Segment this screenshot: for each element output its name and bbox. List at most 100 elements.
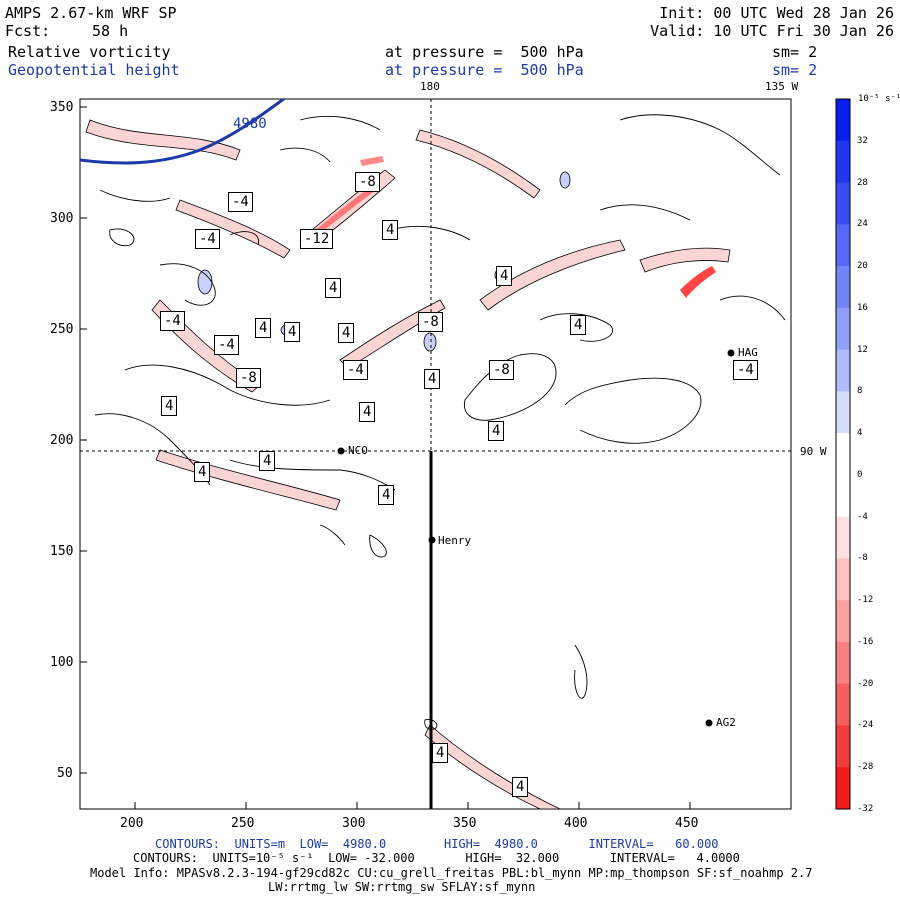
- vorticity-contour-label: 4: [496, 266, 513, 286]
- colorbar-swatch: [836, 767, 850, 810]
- vorticity-contour-label: 4: [359, 402, 376, 422]
- top-label-135w: 135 W: [765, 80, 799, 93]
- vorticity-contour-label: -8: [418, 312, 443, 332]
- model-title: AMPS 2.67-km WRF SP: [5, 4, 177, 22]
- colorbar-label: 32: [857, 135, 868, 146]
- station-hag-label: HAG: [738, 346, 758, 359]
- colorbar-swatch: [836, 683, 850, 726]
- colorbar-label: -8: [857, 553, 868, 564]
- y-tick: 200: [50, 433, 74, 448]
- y-tick: 100: [50, 655, 74, 670]
- vorticity-contour-label: 4: [259, 451, 276, 471]
- colorbar-label: -20: [857, 678, 874, 689]
- colorbar-label: 28: [857, 177, 868, 188]
- colorbar-label: -4: [857, 511, 868, 522]
- y-tick: 50: [57, 766, 73, 781]
- footer-height-contours: CONTOURS: UNITS=m LOW= 4980.0 HIGH= 4980…: [155, 837, 719, 851]
- colorbar-label: 8: [857, 386, 863, 397]
- vorticity-contour-label: 4: [325, 278, 342, 298]
- vorticity-contour-label: 4: [432, 743, 449, 763]
- colorbar-label: -12: [857, 595, 874, 606]
- axis-ticks: [80, 106, 691, 809]
- y-tick: 300: [50, 211, 74, 226]
- station-henry-marker: [428, 536, 436, 544]
- vorticity-contour-label: -4: [343, 360, 368, 380]
- x-tick: 200: [120, 816, 144, 831]
- x-tick: 450: [675, 816, 699, 831]
- colorbar-swatch: [836, 140, 850, 184]
- vorticity-contour-label: -4: [214, 335, 239, 355]
- y-tick: 150: [50, 544, 74, 559]
- colorbar-label: 4: [857, 428, 863, 439]
- init-time: Init: 00 UTC Wed 28 Jan 26: [659, 4, 894, 22]
- colorbar-label: -16: [857, 636, 874, 647]
- colorbar-swatch: [836, 266, 850, 309]
- station-ag2-marker: [705, 719, 713, 727]
- height-contour-label: 4980: [233, 116, 267, 132]
- vorticity-contour-label: 4: [161, 396, 178, 416]
- vorticity-contour-label: -4: [733, 360, 758, 380]
- station-ag2-label: AG2: [716, 716, 736, 729]
- vorticity-contour-label: -4: [195, 229, 220, 249]
- colorbar-label: 16: [857, 302, 868, 313]
- field2-level: at pressure = 500 hPa: [385, 61, 584, 79]
- vorticity-contour-label: -4: [160, 311, 185, 331]
- colorbar-label: 24: [857, 219, 868, 230]
- colorbar-unit: 10⁻⁵ s⁻¹: [858, 94, 900, 104]
- colorbar-swatch: [836, 391, 850, 434]
- vorticity-contour-label: 4: [255, 318, 272, 338]
- colorbar-label: 20: [857, 261, 868, 272]
- vorticity-contour-label: 4: [378, 485, 395, 505]
- field2-smoothing: sm= 2: [772, 61, 818, 79]
- x-tick: 300: [342, 816, 366, 831]
- y-tick: 350: [50, 100, 74, 115]
- y-tick: 250: [50, 322, 74, 337]
- station-markers: [337, 349, 735, 727]
- footer-model-info: Model Info: MPASv8.2.3-194-gf29cd82c CU:…: [90, 866, 813, 880]
- station-hag-marker: [727, 349, 735, 357]
- station-nco-label: NCO: [348, 444, 368, 457]
- top-label-180: 180: [420, 80, 440, 93]
- colorbar-swatch: [836, 182, 850, 225]
- colorbar-swatch: [836, 600, 850, 643]
- vorticity-contour-label: -12: [300, 229, 334, 249]
- colorbar: [835, 98, 851, 810]
- forecast-label: Fcst:: [5, 22, 51, 40]
- x-tick: 350: [453, 816, 477, 831]
- vorticity-contour-label: 4: [382, 220, 399, 240]
- geopotential-contour-4980: [80, 99, 286, 165]
- colorbar-swatch: [836, 558, 850, 601]
- field1-smoothing: sm= 2: [772, 43, 818, 61]
- colorbar-label: -24: [857, 720, 874, 731]
- colorbar-label: -32: [857, 804, 874, 814]
- colorbar-frame: [835, 98, 851, 810]
- vorticity-contour-label: -8: [489, 360, 514, 380]
- colorbar-swatch: [836, 99, 850, 142]
- valid-time: Valid: 10 UTC Fri 30 Jan 26: [650, 22, 894, 40]
- field1-level: at pressure = 500 hPa: [385, 43, 584, 61]
- field2-name: Geopotential height: [8, 61, 180, 79]
- colorbar-swatch: [836, 433, 850, 476]
- station-nco-marker: [337, 447, 345, 455]
- vorticity-contour-label: 4: [424, 369, 441, 389]
- vorticity-contour-label: 4: [570, 315, 587, 335]
- colorbar-swatch: [836, 725, 850, 768]
- footer-physics-info: LW:rrtmg_lw SW:rrtmg_sw SFLAY:sf_mynn: [268, 880, 536, 894]
- vorticity-contour-label: -4: [228, 192, 253, 212]
- footer-vorticity-contours: CONTOURS: UNITS=10⁻⁵ s⁻¹ LOW= -32.000 HI…: [133, 851, 740, 865]
- vorticity-contour-label: -8: [355, 172, 380, 192]
- vorticity-contour-label: 4: [512, 777, 529, 797]
- colorbar-swatch: [836, 516, 850, 559]
- colorbar-swatch: [836, 307, 850, 351]
- colorbar-swatch: [836, 474, 850, 518]
- field1-name: Relative vorticity: [8, 43, 171, 61]
- colorbar-swatch: [836, 224, 850, 267]
- vorticity-contour-label: -8: [236, 368, 261, 388]
- vorticity-contour-label: 4: [284, 322, 301, 342]
- vorticity-contour-label: 4: [338, 323, 355, 343]
- vorticity-contour-label: 4: [194, 462, 211, 482]
- station-henry-label: Henry: [438, 534, 472, 547]
- colorbar-swatch: [836, 641, 850, 685]
- vorticity-contour-label: 4: [488, 421, 505, 441]
